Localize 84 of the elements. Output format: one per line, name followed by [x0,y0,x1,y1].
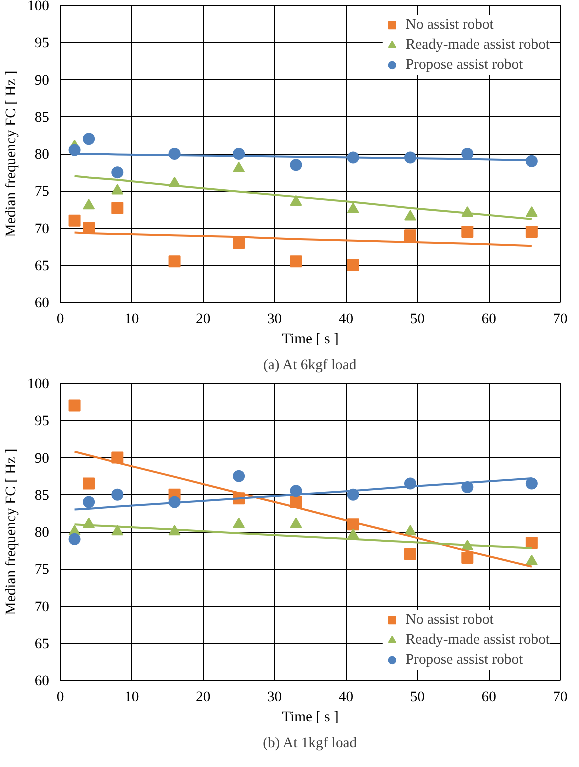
point [347,202,360,214]
point [526,478,538,490]
point [404,210,416,221]
legend-label: No assist robot [406,16,494,34]
point [462,148,474,160]
x-tick-label: 10 [124,690,140,706]
x-tick-label: 70 [553,312,568,328]
y-tick-label: 60 [34,674,50,690]
point [233,470,246,482]
x-tick-label: 30 [267,690,282,706]
point [404,548,416,560]
y-tick-label: 90 [34,450,50,467]
point [404,525,416,536]
x-tick-label: 60 [482,690,496,706]
x-tick-label: 20 [196,690,211,706]
point [462,226,474,238]
x-tick-label: 30 [267,312,282,328]
text: (b) At 1kgf load [263,736,358,752]
x-tick-label: 20 [196,312,211,328]
point [83,199,96,210]
point [112,525,124,536]
y-axis-title: Median frequency FC [ Hz ] [4,448,20,616]
x-axis-title: Time [ s ] [282,332,339,348]
x-tick-label: 40 [338,312,354,328]
y-tick-label: 70 [34,221,50,238]
y-tick-label: 95 [34,36,50,52]
x-tick-label: 10 [124,312,140,328]
y-tick-label: 80 [34,147,50,163]
x-tick-label: 0 [56,312,64,328]
point [112,184,124,195]
point [526,206,538,218]
legend-label: Ready-made assist robot [406,632,550,648]
y-tick-label: 65 [34,258,50,274]
point [526,537,538,550]
y-tick-label: 85 [34,110,50,126]
y-tick-label: 75 [34,562,50,578]
y-tick-label: 75 [34,184,50,200]
y-tick-label: 85 [34,488,50,504]
point [112,488,124,501]
point [290,159,302,172]
y-tick-label: 60 [34,296,50,312]
y-tick-label: 80 [34,525,50,541]
point [526,554,538,566]
point [347,259,360,272]
point [112,202,124,214]
point [112,166,124,179]
y-tick-label: 65 [34,636,50,652]
x-tick-label: 50 [410,690,425,706]
x-tick-label: 50 [410,312,425,328]
x-tick-label: 70 [553,690,568,706]
y-tick-label: 100 [28,376,50,392]
legend-label: No assist robot [406,612,494,628]
text: (a) At 6kgf load [263,358,358,374]
legend-label: Propose assist robot [406,56,524,74]
y-tick-label: 90 [34,72,50,89]
legend-label: Propose assist robot [406,652,524,668]
point [404,230,416,242]
y-axis-title: Median frequency FC [ Hz ] [4,70,20,238]
point [83,133,96,146]
point [68,144,81,156]
x-tick-label: 0 [56,690,64,706]
point [233,237,246,250]
point [233,518,246,528]
point [83,496,96,508]
point [290,518,302,528]
point [68,400,81,412]
legend-label: Ready-made assist robot [406,36,550,54]
x-axis-title: Time [ s ] [282,710,339,726]
point [526,155,538,168]
point [68,214,81,227]
point [526,226,538,238]
point [290,195,302,206]
y-tick-label: 95 [34,414,50,430]
point [68,533,81,546]
point [233,162,246,173]
y-tick-label: 70 [34,599,50,616]
x-tick-label: 40 [338,690,354,706]
point [462,552,474,564]
point [168,256,181,268]
y-tick-label: 100 [28,0,50,14]
line-series [74,450,533,568]
point [290,256,302,268]
point [83,478,96,490]
x-tick-label: 60 [482,312,496,328]
